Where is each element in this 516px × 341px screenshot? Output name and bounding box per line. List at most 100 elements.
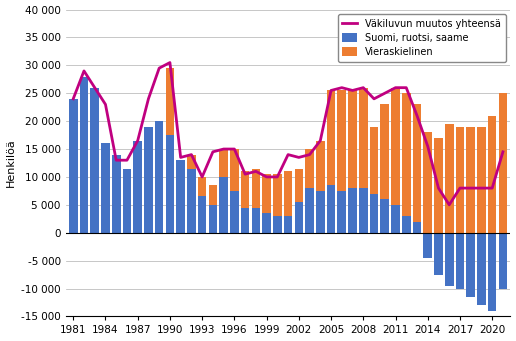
- Bar: [380, 199, 389, 233]
- Bar: [327, 185, 335, 233]
- Bar: [123, 168, 131, 233]
- Bar: [208, 205, 217, 233]
- Bar: [295, 168, 303, 202]
- Bar: [391, 88, 400, 205]
- Väkiluvun muutos yhteensä: [392, 86, 398, 90]
- Bar: [359, 88, 367, 188]
- Väkiluvun muutos yhteensä: [167, 60, 173, 64]
- Bar: [241, 208, 249, 233]
- Bar: [252, 208, 260, 233]
- Väkiluvun muutos yhteensä: [188, 152, 195, 157]
- Väkiluvun muutos yhteensä: [253, 169, 259, 174]
- Bar: [219, 177, 228, 233]
- Väkiluvun muutos yhteensä: [113, 158, 119, 162]
- Bar: [477, 127, 486, 233]
- Väkiluvun muutos yhteensä: [178, 155, 184, 160]
- Bar: [252, 168, 260, 208]
- Väkiluvun muutos yhteensä: [242, 172, 248, 176]
- Bar: [273, 174, 282, 216]
- Väkiluvun muutos yhteensä: [220, 147, 227, 151]
- Bar: [370, 194, 378, 233]
- Väkiluvun muutos yhteensä: [70, 97, 76, 101]
- Bar: [413, 222, 421, 233]
- Väkiluvun muutos yhteensä: [264, 175, 270, 179]
- Bar: [284, 172, 293, 216]
- Bar: [348, 90, 357, 188]
- Bar: [327, 90, 335, 185]
- Väkiluvun muutos yhteensä: [457, 186, 463, 190]
- Väkiluvun muutos yhteensä: [124, 158, 130, 162]
- Bar: [208, 185, 217, 205]
- Bar: [348, 188, 357, 233]
- Väkiluvun muutos yhteensä: [146, 97, 152, 101]
- Väkiluvun muutos yhteensä: [317, 139, 324, 143]
- Y-axis label: Henkilöä: Henkilöä: [6, 138, 15, 187]
- Bar: [295, 202, 303, 233]
- Bar: [370, 127, 378, 194]
- Bar: [456, 233, 464, 288]
- Bar: [144, 127, 153, 233]
- Väkiluvun muutos yhteensä: [296, 155, 302, 160]
- Bar: [445, 124, 454, 233]
- Bar: [424, 233, 432, 258]
- Väkiluvun muutos yhteensä: [135, 139, 141, 143]
- Bar: [241, 172, 249, 208]
- Bar: [230, 191, 239, 233]
- Väkiluvun muutos yhteensä: [489, 186, 495, 190]
- Bar: [90, 88, 99, 233]
- Bar: [402, 93, 411, 216]
- Bar: [230, 149, 239, 191]
- Väkiluvun muutos yhteensä: [338, 86, 345, 90]
- Bar: [262, 174, 271, 213]
- Bar: [477, 233, 486, 305]
- Bar: [337, 191, 346, 233]
- Bar: [155, 121, 164, 233]
- Line: Väkiluvun muutos yhteensä: Väkiluvun muutos yhteensä: [73, 62, 503, 205]
- Väkiluvun muutos yhteensä: [81, 69, 87, 73]
- Bar: [434, 233, 443, 275]
- Bar: [166, 135, 174, 233]
- Väkiluvun muutos yhteensä: [436, 186, 442, 190]
- Bar: [79, 76, 88, 233]
- Bar: [424, 132, 432, 233]
- Väkiluvun muutos yhteensä: [500, 150, 506, 154]
- Bar: [359, 188, 367, 233]
- Bar: [198, 196, 206, 233]
- Bar: [337, 90, 346, 191]
- Bar: [305, 149, 314, 188]
- Bar: [273, 216, 282, 233]
- Väkiluvun muutos yhteensä: [199, 175, 205, 179]
- Bar: [466, 233, 475, 297]
- Väkiluvun muutos yhteensä: [446, 203, 453, 207]
- Bar: [316, 141, 325, 191]
- Legend: Väkiluvun muutos yhteensä, Suomi, ruotsi, saame, Vieraskielinen: Väkiluvun muutos yhteensä, Suomi, ruotsi…: [337, 14, 506, 62]
- Väkiluvun muutos yhteensä: [92, 86, 98, 90]
- Bar: [413, 104, 421, 222]
- Bar: [445, 233, 454, 286]
- Bar: [198, 177, 206, 196]
- Bar: [456, 127, 464, 233]
- Väkiluvun muutos yhteensä: [403, 86, 409, 90]
- Väkiluvun muutos yhteensä: [231, 147, 237, 151]
- Väkiluvun muutos yhteensä: [307, 152, 313, 157]
- Bar: [187, 154, 196, 168]
- Bar: [488, 116, 496, 233]
- Väkiluvun muutos yhteensä: [274, 175, 280, 179]
- Bar: [402, 216, 411, 233]
- Väkiluvun muutos yhteensä: [478, 186, 485, 190]
- Väkiluvun muutos yhteensä: [360, 86, 366, 90]
- Väkiluvun muutos yhteensä: [425, 144, 431, 148]
- Bar: [466, 127, 475, 233]
- Bar: [219, 149, 228, 177]
- Bar: [112, 154, 121, 233]
- Bar: [434, 138, 443, 233]
- Bar: [498, 233, 507, 288]
- Bar: [498, 93, 507, 233]
- Bar: [305, 188, 314, 233]
- Väkiluvun muutos yhteensä: [285, 152, 291, 157]
- Bar: [380, 104, 389, 199]
- Bar: [316, 191, 325, 233]
- Väkiluvun muutos yhteensä: [210, 150, 216, 154]
- Bar: [69, 99, 77, 233]
- Väkiluvun muutos yhteensä: [467, 186, 474, 190]
